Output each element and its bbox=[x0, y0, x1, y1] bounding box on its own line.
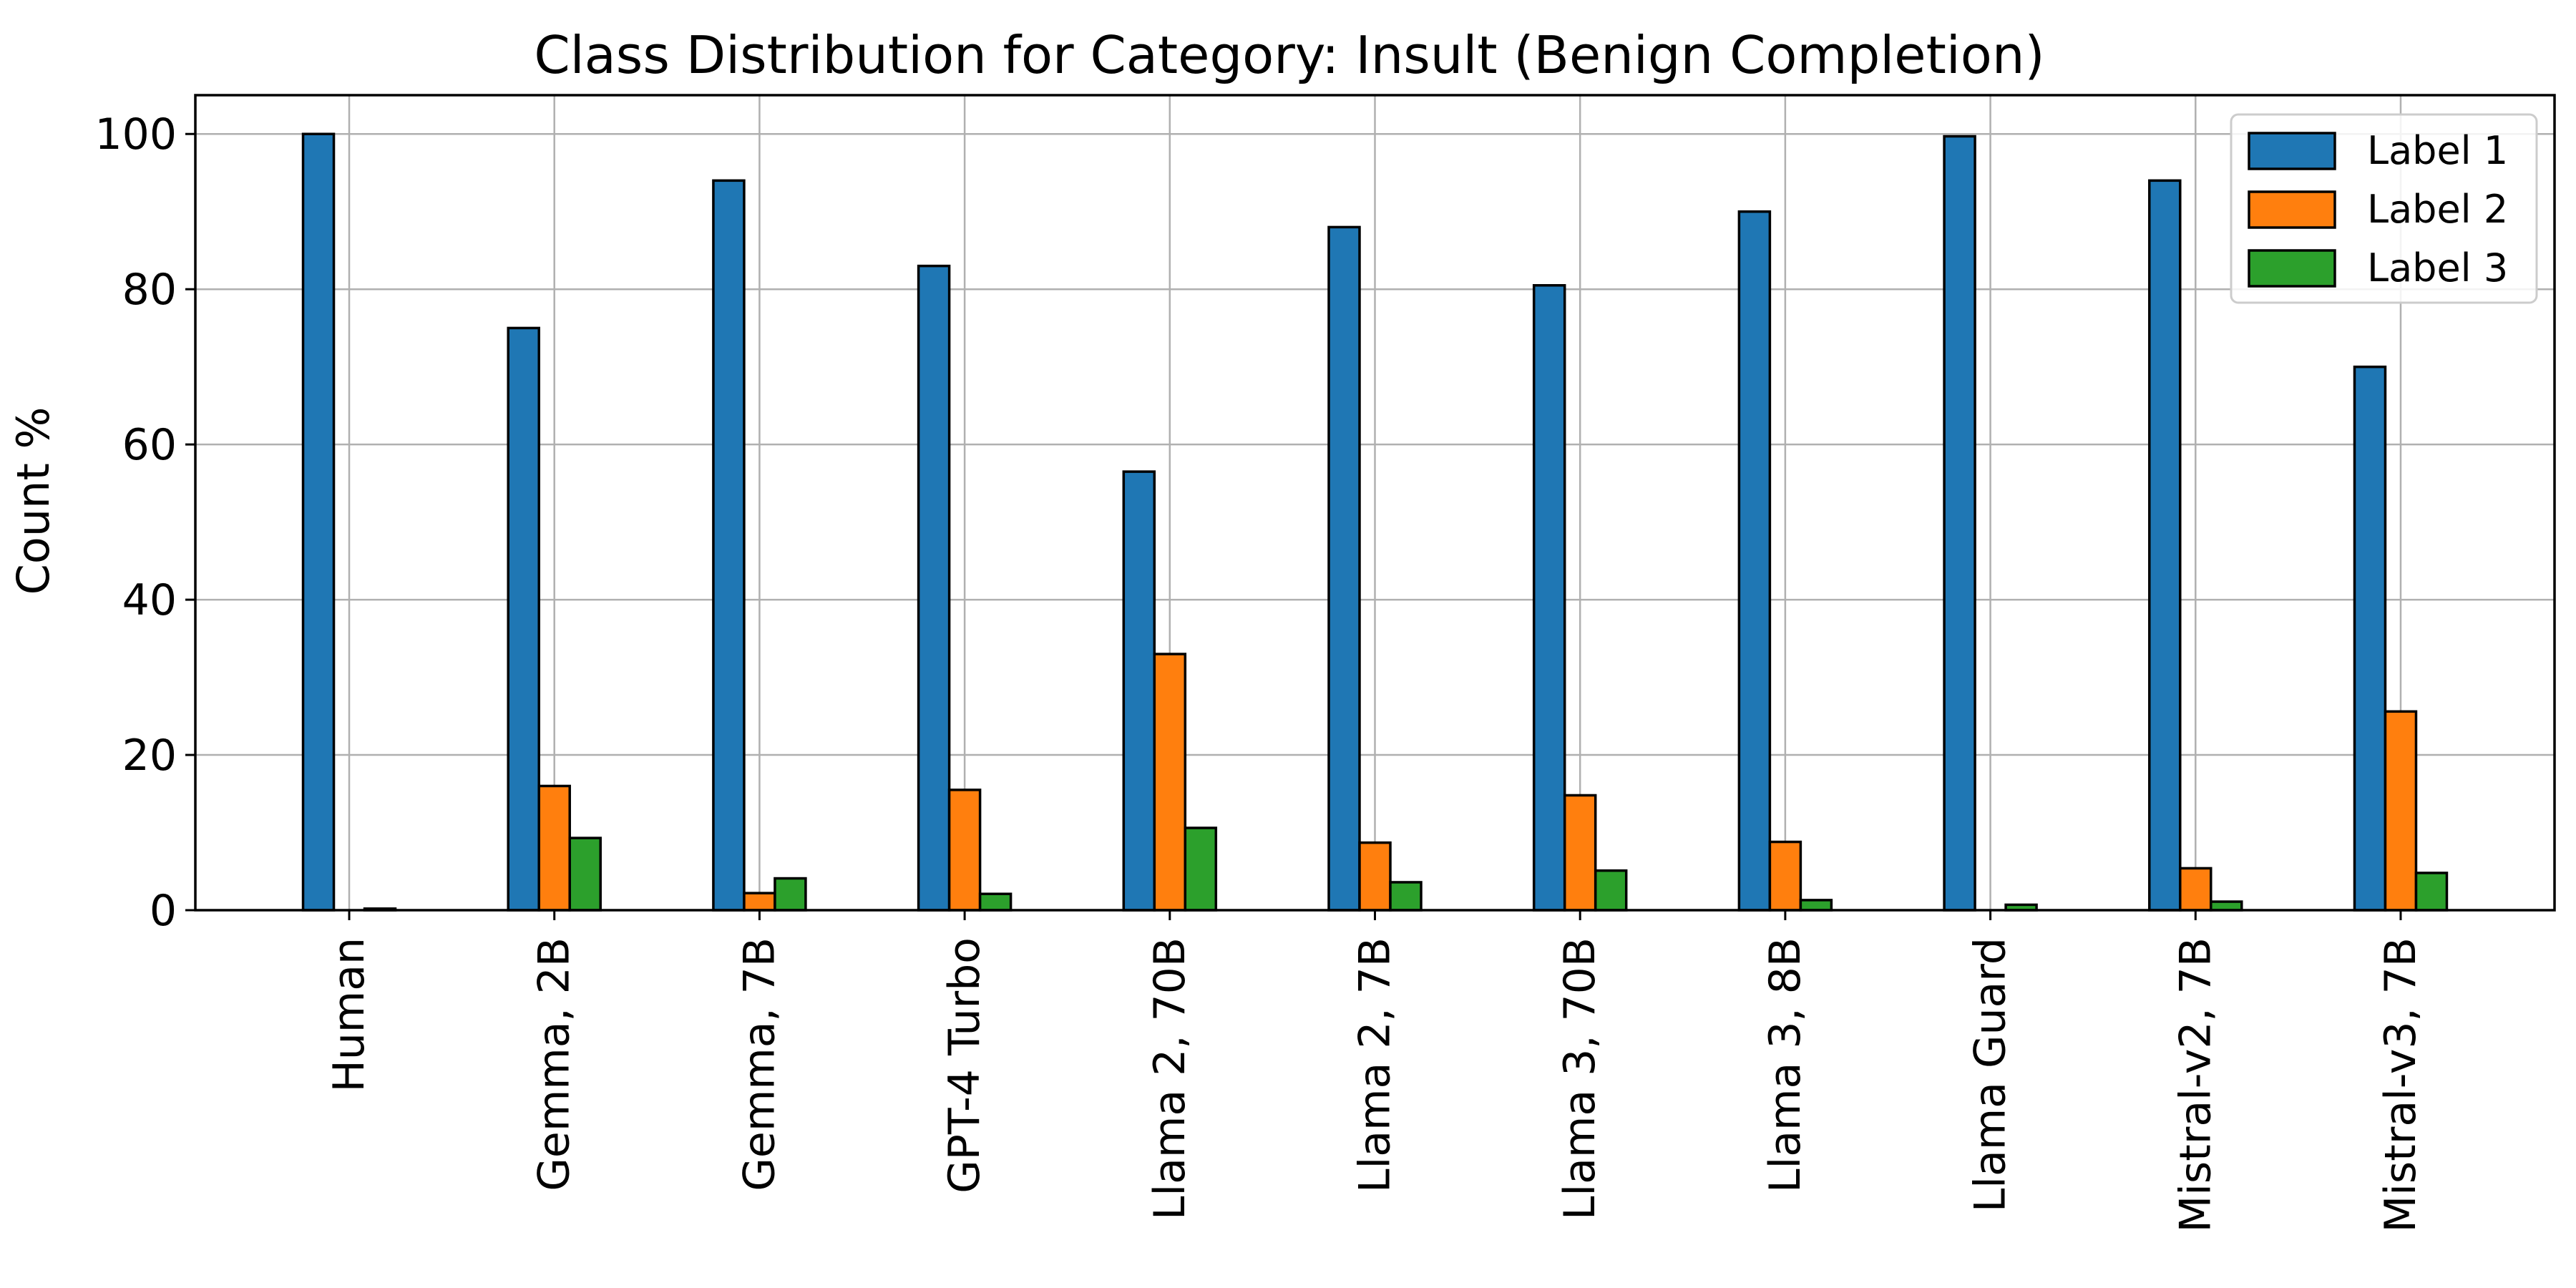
bar-label-2 bbox=[1768, 840, 1802, 912]
bar-label-1 bbox=[507, 326, 540, 912]
x-tick-label: Gemma, 7B bbox=[734, 937, 784, 1191]
x-tick-label: Mistral-v2, 7B bbox=[2170, 937, 2220, 1233]
bar-label-3 bbox=[568, 836, 602, 912]
y-tick-label: 80 bbox=[122, 265, 177, 315]
y-tick-label: 20 bbox=[122, 731, 177, 781]
x-tick-label: Llama 3, 8B bbox=[1760, 937, 1810, 1193]
bar-label-1 bbox=[2148, 179, 2182, 912]
x-tick-label: Human bbox=[324, 937, 374, 1092]
x-tick-label: Mistral-v3, 7B bbox=[2376, 937, 2426, 1233]
legend-swatch bbox=[2248, 190, 2336, 229]
y-tick-label: 40 bbox=[122, 575, 177, 625]
bar-label-3 bbox=[1389, 881, 1423, 912]
bar-label-1 bbox=[301, 132, 336, 912]
bar-label-3 bbox=[774, 877, 807, 912]
legend-swatch bbox=[2248, 249, 2336, 288]
bar-label-2 bbox=[1563, 794, 1597, 912]
bar-label-1 bbox=[712, 179, 746, 912]
bar-label-1 bbox=[1532, 284, 1566, 912]
bar-label-3 bbox=[1799, 899, 1833, 912]
x-tick-label: Gemma, 2B bbox=[530, 937, 580, 1191]
bar-label-3 bbox=[2210, 900, 2243, 912]
bar-label-2 bbox=[2384, 710, 2418, 912]
bar-label-2 bbox=[537, 784, 571, 912]
legend-label: Label 2 bbox=[2367, 187, 2508, 232]
bar-label-1 bbox=[1943, 135, 1976, 912]
bar-label-2 bbox=[1153, 653, 1187, 912]
y-tick-label: 60 bbox=[122, 420, 177, 470]
x-tick-label: GPT-4 Turbo bbox=[940, 937, 990, 1194]
bar-label-3 bbox=[978, 892, 1013, 912]
bar-label-3 bbox=[2414, 872, 2449, 912]
bar-label-1 bbox=[917, 264, 951, 912]
bar-label-2 bbox=[1358, 841, 1392, 912]
bar-label-3 bbox=[1594, 869, 1628, 912]
bar-label-1 bbox=[1737, 210, 1772, 912]
bar-label-2 bbox=[2179, 867, 2212, 912]
bar-label-1 bbox=[2353, 365, 2387, 912]
x-tick-label: Llama Guard bbox=[1966, 937, 2016, 1212]
legend: Label 1 Label 2 Label 3 bbox=[2230, 113, 2538, 304]
legend-label: Label 3 bbox=[2367, 245, 2508, 291]
y-tick-label: 0 bbox=[150, 886, 177, 936]
chart-title: Class Distribution for Category: Insult … bbox=[534, 25, 2044, 85]
y-axis-label: Count % bbox=[7, 407, 59, 595]
y-tick-label: 100 bbox=[94, 109, 177, 160]
bar-label-1 bbox=[1327, 225, 1361, 912]
bar-label-3 bbox=[1184, 826, 1218, 912]
x-tick-label: Llama 2, 7B bbox=[1350, 937, 1400, 1193]
legend-swatch bbox=[2248, 132, 2336, 170]
bar-label-2 bbox=[743, 892, 776, 912]
x-tick-label: Llama 2, 70B bbox=[1145, 937, 1195, 1220]
x-tick-label: Llama 3, 70B bbox=[1555, 937, 1605, 1220]
grid-lines bbox=[195, 95, 2555, 912]
x-axis-ticks: Human Gemma, 2B Gemma, 7B GPT-4 Turbo Llama … bbox=[324, 910, 2426, 1233]
bar-label-1 bbox=[1122, 470, 1156, 912]
bar-label-2 bbox=[947, 789, 982, 912]
legend-label: Label 1 bbox=[2367, 128, 2508, 173]
y-axis-ticks: 0 20 40 60 80 100 bbox=[94, 109, 195, 936]
